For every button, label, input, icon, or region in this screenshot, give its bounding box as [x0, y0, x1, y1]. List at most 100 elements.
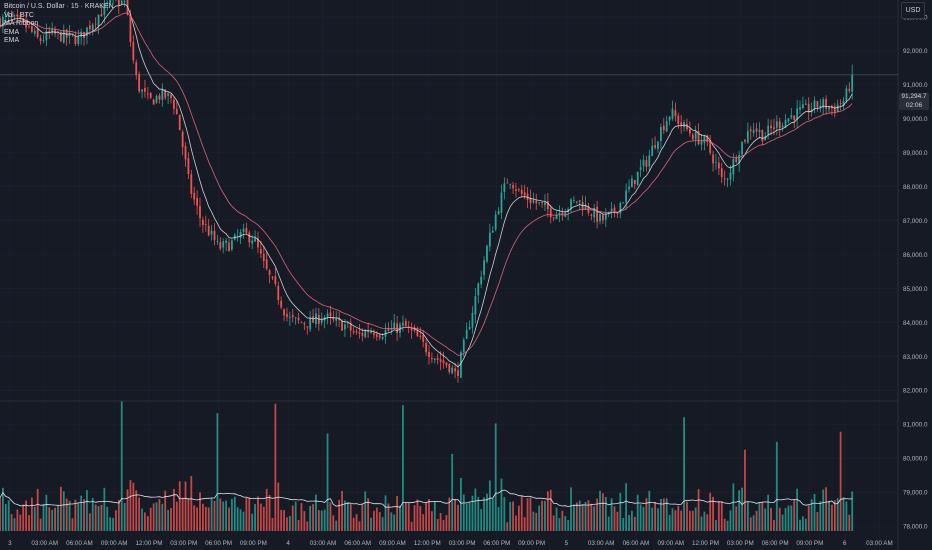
- volume-bar: [30, 497, 33, 531]
- candle-body: [346, 322, 349, 324]
- volume-bar: [744, 449, 746, 531]
- candle-body: [773, 127, 775, 129]
- candle-body: [651, 145, 654, 156]
- candle-body: [749, 129, 752, 132]
- candle-body: [471, 313, 474, 328]
- volume-bar: [799, 519, 801, 531]
- volume-bar: [193, 505, 196, 531]
- candle-body: [329, 312, 332, 317]
- candle-body: [700, 140, 703, 145]
- candle-body: [819, 105, 822, 108]
- volume-bar: [735, 506, 738, 531]
- candle-body: [146, 93, 149, 95]
- candle-body: [486, 245, 488, 262]
- candle-body: [109, 0, 112, 4]
- volume-bar: [700, 516, 703, 531]
- volume-bar: [45, 494, 48, 531]
- candle-body: [723, 178, 726, 180]
- candle-body: [567, 208, 570, 212]
- candle-body: [575, 201, 578, 203]
- time-tick-label: 03:00 AM: [866, 540, 893, 547]
- volume-indicator-label[interactable]: Vol · BTC: [4, 11, 34, 19]
- volume-bar: [512, 501, 514, 531]
- candle-body: [665, 121, 668, 132]
- volume-bar: [59, 486, 62, 531]
- volume-bar: [494, 423, 497, 531]
- time-axis[interactable]: 3 03:00 AM 06:00 AM 09:00 AM 12:00 PM 03:00 P…: [8, 540, 893, 547]
- volume-bar: [170, 508, 172, 531]
- candle-body: [120, 0, 123, 4]
- candle-body: [33, 30, 36, 34]
- volume-bar: [346, 501, 349, 531]
- volume-bar: [486, 493, 488, 531]
- candle-body: [845, 88, 848, 102]
- volume-bar: [732, 483, 735, 531]
- price-tick-label: 91,000.0: [903, 82, 928, 89]
- volume-bar: [306, 521, 309, 531]
- candle-body: [54, 29, 56, 34]
- volume-bar: [807, 505, 810, 531]
- candle-body: [842, 101, 845, 106]
- volume-bar: [312, 504, 314, 531]
- volume-bar: [532, 511, 535, 531]
- volume-bar: [123, 502, 126, 531]
- volume-bar: [242, 511, 245, 531]
- candle-body: [425, 342, 427, 353]
- price-axis[interactable]: 93,000.092,000.091,000.090,000.089,000.0…: [903, 14, 928, 530]
- symbol-title[interactable]: Bitcoin / U.S. Dollar · 15 · KRAKEN: [4, 3, 114, 10]
- currency-button[interactable]: USD: [901, 2, 925, 19]
- candle-body: [642, 159, 645, 167]
- volume-bar: [633, 517, 636, 531]
- price-tick-label: 87,000.0: [903, 218, 928, 225]
- volume-bar: [74, 499, 77, 531]
- volume-bar: [761, 502, 764, 531]
- candle-body: [645, 160, 648, 167]
- candle-body: [419, 335, 422, 337]
- candle-body: [436, 358, 439, 360]
- volume-bar: [541, 500, 543, 531]
- volume-bar: [848, 514, 851, 531]
- volume-bar: [36, 488, 39, 531]
- volume-bar: [578, 500, 581, 531]
- ma-ribbon-indicator-label[interactable]: MA Ribbon: [4, 20, 39, 28]
- candle-body: [236, 236, 239, 237]
- candle-body: [491, 230, 494, 233]
- candle-body: [613, 207, 616, 213]
- ema-fast-line: [0, 3, 853, 368]
- volume-bar: [184, 481, 187, 531]
- candle-body: [790, 115, 793, 118]
- candle-body: [202, 219, 204, 226]
- volume-bar: [770, 507, 772, 531]
- time-tick-label: 09:00 PM: [240, 540, 267, 547]
- candle-body: [804, 103, 807, 105]
- candle-body: [775, 121, 778, 128]
- volume-bar: [590, 503, 593, 531]
- candle-body: [335, 318, 338, 321]
- candle-body: [451, 367, 454, 374]
- candle-body: [216, 240, 219, 242]
- ema-indicator-label[interactable]: EMA: [4, 28, 20, 36]
- candle-body: [825, 98, 828, 109]
- candle-body: [132, 42, 135, 61]
- volume-bar: [645, 498, 648, 531]
- candle-body: [45, 31, 48, 41]
- candle-body: [535, 200, 538, 204]
- volume-bar: [199, 492, 201, 531]
- candle-body: [442, 360, 445, 364]
- volume-bar: [126, 489, 129, 531]
- volume-bar: [729, 510, 732, 531]
- ema-indicator-label[interactable]: EMA: [4, 37, 20, 45]
- volume-bar: [13, 518, 16, 531]
- volume-bar: [703, 511, 706, 531]
- time-tick-label: 09:00 PM: [518, 540, 545, 547]
- volume-bar: [135, 490, 138, 531]
- candle-body: [117, 0, 120, 6]
- candle-body: [210, 230, 213, 235]
- candle-body: [19, 15, 22, 19]
- candle-body: [657, 141, 659, 149]
- time-tick-label: 12:00 PM: [136, 540, 163, 547]
- volume-bar: [697, 489, 700, 531]
- candle-body: [477, 283, 480, 296]
- volume-bar: [457, 504, 459, 531]
